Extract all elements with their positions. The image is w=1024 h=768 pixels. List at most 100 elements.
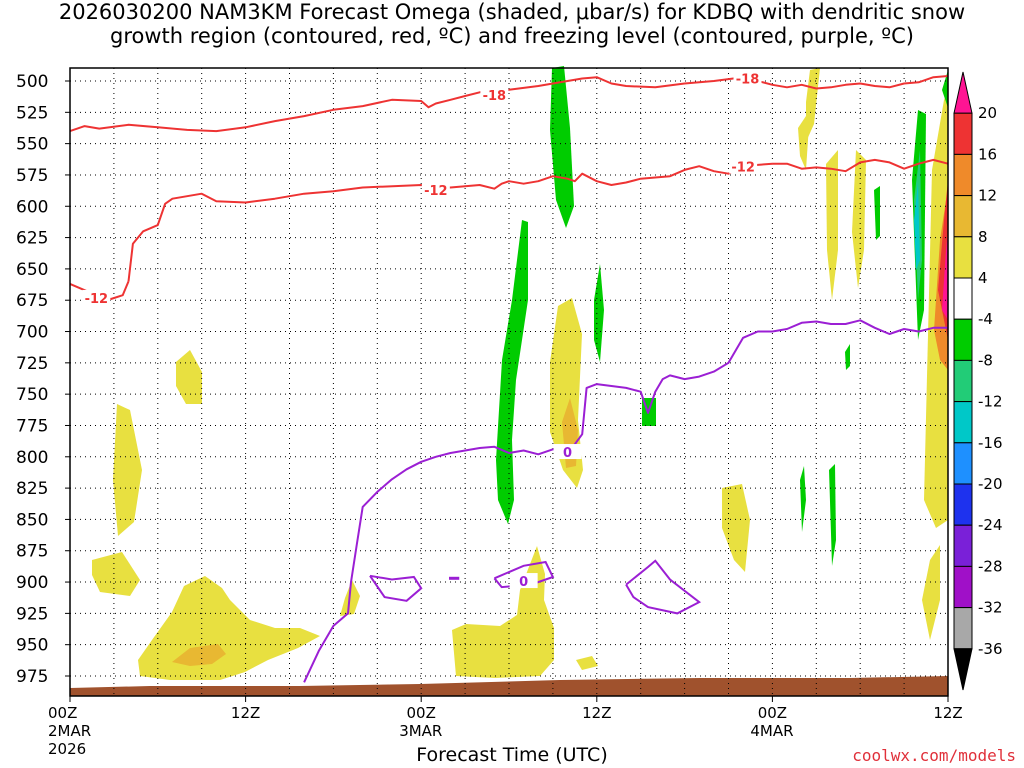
contour-label: -18 (736, 73, 760, 88)
colorbar-segment (953, 483, 973, 526)
y-tick-label: 500 (16, 72, 48, 92)
omega-area-left-low (92, 552, 140, 596)
colorbar-label: -28 (978, 557, 1003, 575)
contour-label: -12 (424, 184, 448, 199)
omega-area-upper-left (176, 350, 202, 404)
omega-max-edge-magenta (942, 230, 948, 320)
y-tick-label: 650 (16, 260, 48, 280)
x-tick-date: 3MAR (399, 722, 442, 740)
colorbar-label: 8 (978, 228, 988, 246)
contour-label: -12 (85, 292, 109, 307)
omega-area-right-streak-b (852, 150, 866, 288)
y-tick-label: 900 (16, 573, 48, 593)
colorbar-label: -20 (978, 475, 1003, 493)
colorbar-cap-bottom (953, 648, 973, 691)
omega-area-low-blob (138, 576, 320, 680)
y-tick-label: 950 (16, 636, 48, 656)
colorbar-segment (953, 195, 973, 238)
y-tick-label: 675 (16, 291, 48, 311)
x-tick-label: 00Z (407, 704, 436, 722)
omega-area-edge-low (922, 545, 940, 640)
contour-label-bg (729, 158, 758, 174)
plot-frame (69, 67, 949, 697)
omega-area-right-column (722, 484, 750, 572)
temperature-contours: -12 -12 -12 -18 -18 0 0 (69, 70, 949, 683)
y-tick-label: 525 (16, 103, 48, 123)
colorbar-label: -16 (978, 434, 1003, 452)
sinking-area-thin-b (829, 464, 836, 566)
contour-label: 0 (563, 446, 572, 461)
contour-dgz_minus18 (69, 75, 949, 133)
x-tick-label: 00Z (758, 704, 787, 722)
x-axis-title: Forecast Time (UTC) (416, 744, 608, 766)
colorbar-label: 16 (978, 145, 997, 163)
terrain-ground (70, 676, 948, 696)
colorbar-label: -32 (978, 599, 1003, 617)
colorbar-cap-top (953, 71, 973, 114)
contour-freezing_level (303, 319, 948, 683)
colorbar-label: 12 (978, 187, 997, 205)
contour-label-bg (480, 87, 509, 103)
y-tick-label: 625 (16, 229, 48, 249)
y-tick-label: 750 (16, 385, 48, 405)
contour-freezing-loop (625, 559, 702, 615)
colorbar-label: 4 (978, 269, 988, 287)
sinking-area-mid-center (594, 264, 604, 362)
contour-label-bg (421, 182, 450, 198)
y-tick-label: 825 (16, 479, 48, 499)
omega-colorbar: 20 16 12 8 4 -4 -8 -12 -16 -20 -24 -28 -32 -36 (953, 71, 1003, 691)
colorbar-segment (953, 153, 973, 197)
x-tick-label: 12Z (231, 704, 260, 722)
colorbar-segment (953, 112, 973, 155)
source-credit: coolwx.com/models (852, 746, 1016, 765)
omega-area-small-dot (576, 656, 598, 670)
x-tick-date: 4MAR (750, 722, 793, 740)
contour-label: 0 (519, 575, 528, 590)
colorbar-label: -8 (978, 351, 993, 369)
y-tick-label: 600 (16, 197, 48, 217)
y-tick-label: 850 (16, 510, 48, 530)
sinking-area-thin-a (800, 466, 806, 532)
contour-label-bg (509, 573, 538, 589)
sinking-core-edge-cyan (914, 182, 920, 270)
sinking-area-thin-c (845, 344, 850, 370)
colorbar-segment (953, 524, 973, 567)
omega-core-low-left (172, 644, 226, 666)
y-tick-label: 725 (16, 354, 48, 374)
x-tick-date: 2MAR (48, 722, 91, 740)
y-tick-label: 800 (16, 448, 48, 468)
colorbar-segment (953, 607, 973, 650)
chart-subtitle: growth region (contoured, red, ºC) and f… (110, 24, 914, 48)
colorbar-segment (953, 236, 973, 279)
contour-label: -18 (483, 89, 507, 104)
colorbar-label: -12 (978, 393, 1003, 411)
sinking-area-edge-top (942, 70, 948, 108)
y-tick-label: 775 (16, 416, 48, 436)
colorbar-segment (953, 442, 973, 485)
contour-label-bg (733, 70, 762, 86)
omega-area-center-low (452, 546, 554, 678)
y-tick-label: 550 (16, 135, 48, 155)
y-tick-label: 575 (16, 166, 48, 186)
x-tick-year: 2026 (48, 740, 86, 758)
x-tick-label: 00Z (48, 704, 77, 722)
omega-area-left-column (113, 404, 142, 536)
y-tick-label: 700 (16, 323, 48, 343)
colorbar-segment (953, 277, 973, 320)
chart-title-block: 2026030200 NAM3KM Forecast Omega (shaded… (0, 0, 1024, 48)
omega-area-upper-right-b (798, 110, 810, 170)
x-tick-label: 12Z (582, 704, 611, 722)
colorbar-segment (953, 565, 973, 609)
colorbar-label: -4 (978, 310, 993, 328)
colorbar-label: -24 (978, 516, 1003, 534)
contour-label: -12 (731, 160, 755, 175)
chart-title: 2026030200 NAM3KM Forecast Omega (shaded… (58, 0, 966, 24)
sinking-area-upper-center (550, 66, 574, 228)
contour-freezing-loop (493, 560, 555, 589)
sinking-area-thin-d (874, 186, 880, 240)
x-tick-label: 12Z (933, 704, 962, 722)
y-tick-label: 975 (16, 667, 48, 687)
colorbar-label: -36 (978, 640, 1003, 658)
contour-label-bg (82, 289, 111, 305)
